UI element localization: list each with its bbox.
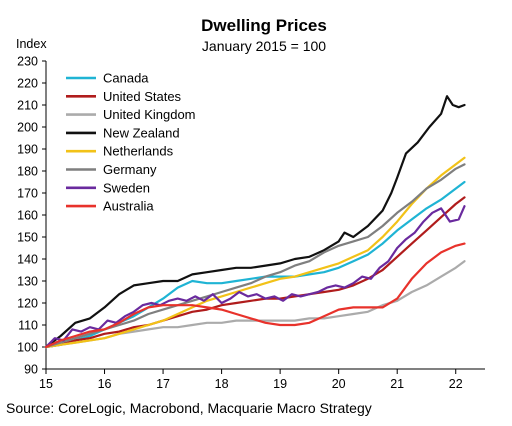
y-axis-label: Index <box>16 37 47 51</box>
x-tick-label: 19 <box>273 377 287 391</box>
chart-subtitle: January 2015 = 100 <box>202 38 326 54</box>
legend-label: Germany <box>103 162 157 177</box>
legend-label: Sweden <box>103 180 150 195</box>
legend-label: Netherlands <box>103 144 174 159</box>
y-tick-label: 150 <box>17 231 38 245</box>
x-tick-label: 16 <box>98 377 112 391</box>
legend-label: Canada <box>103 71 149 86</box>
legend-label: New Zealand <box>103 125 180 140</box>
x-tick-label: 20 <box>332 377 346 391</box>
y-tick-label: 220 <box>17 77 38 91</box>
series-line-new-zealand <box>44 95 466 349</box>
series-line-netherlands <box>44 156 466 349</box>
x-tick-label: 22 <box>449 377 463 391</box>
y-tick-label: 140 <box>17 253 38 267</box>
y-tick-label: 180 <box>17 165 38 179</box>
chart-title: Dwelling Prices <box>201 16 327 35</box>
x-tick-label: 18 <box>215 377 229 391</box>
series-line-australia <box>44 242 466 349</box>
x-tick-label: 21 <box>390 377 404 391</box>
source-note: Source: CoreLogic, Macrobond, Macquarie … <box>6 400 372 416</box>
y-tick-label: 100 <box>17 341 38 355</box>
legend-label: United States <box>103 89 182 104</box>
y-tick-label: 210 <box>17 99 38 113</box>
y-tick-label: 230 <box>17 55 38 69</box>
y-tick-label: 110 <box>18 319 38 333</box>
y-tick-label: 190 <box>17 143 38 157</box>
series-line-sweden <box>44 205 466 349</box>
axes: 90 100 110 120 130 140 150 160 170 180 190 200 210 22… <box>17 55 485 391</box>
series-line-germany <box>44 163 466 349</box>
y-tick-label: 170 <box>17 187 38 201</box>
series-layer <box>44 95 466 349</box>
y-tick-label: 160 <box>17 209 38 223</box>
y-tick-label: 120 <box>17 297 38 311</box>
legend: Canada United States United Kingdom New Zea… <box>66 71 196 214</box>
legend-label: United Kingdom <box>103 107 196 122</box>
y-tick-label: 90 <box>24 363 38 377</box>
legend-label: Australia <box>103 199 154 214</box>
y-tick-label: 200 <box>17 121 38 135</box>
series-line-united-states <box>44 196 466 349</box>
y-tick-label: 130 <box>17 275 38 289</box>
x-tick-label: 17 <box>156 377 170 391</box>
x-tick-label: 15 <box>39 377 53 391</box>
